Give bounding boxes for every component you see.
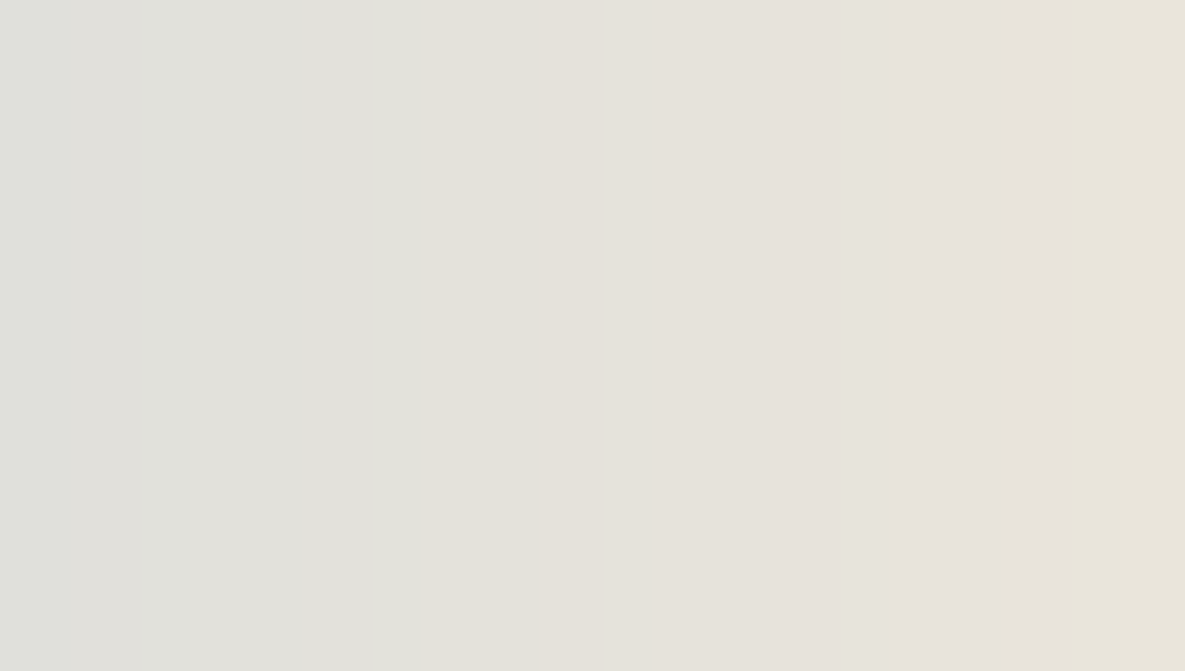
Text: 1. p and q: 1. p and q — [211, 305, 321, 324]
Text: 3. p ∨ ~r: 3. p ∨ ~r — [211, 450, 308, 469]
Text: Use the statements to write a compound statement for each conjunction or: Use the statements to write a compound s… — [211, 148, 1010, 166]
Text: q: The sum of complementary angles is 90°.: q: The sum of complementary angles is 90… — [211, 230, 694, 250]
Text: Examples 1 and 2: Examples 1 and 2 — [211, 124, 354, 140]
Text: p: −7 + 3 = −4: p: −7 + 3 = −4 — [211, 205, 372, 223]
Text: 2. ~q ∧ p: 2. ~q ∧ p — [718, 305, 819, 324]
Text: ...tionals, and Bicon...: ...tionals, and Bicon... — [533, 93, 774, 113]
Bar — [148, 81, 159, 597]
Text: r: 3 − 4 = −1: r: 3 − 4 = −1 — [211, 257, 352, 276]
Text: 4. ~p ∧ ~q: 4. ~p ∧ ~q — [809, 450, 927, 469]
Text: disjunction. Then find the truth values. Explain your reasoning.: disjunction. Then find the truth values.… — [211, 174, 883, 193]
